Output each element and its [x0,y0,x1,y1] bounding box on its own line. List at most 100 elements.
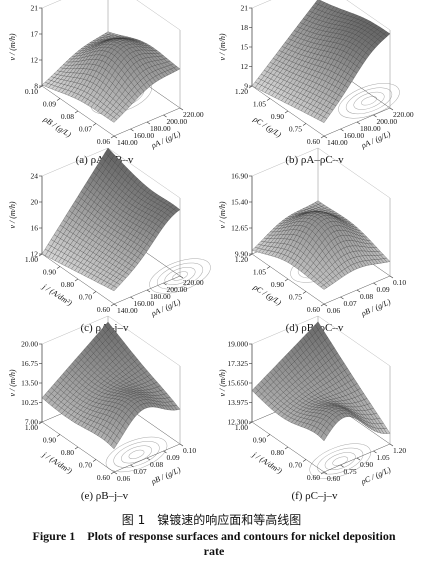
top-right-edge [346,0,391,31]
z-tick-label: 17.325 [227,359,248,368]
x-tick-label: 0.08 [360,292,373,301]
y-tick-label: 0.60 [307,305,320,314]
panel-caption-e: (e) ρB–j–v [80,490,129,502]
y-tick-label: 1.05 [253,268,266,277]
x-tick-label: 140.00 [117,138,138,147]
y-tick-mark [74,110,79,114]
x-tick-mark [373,450,377,454]
z-tick-label: 20 [31,198,39,207]
y-tick-label: 1.00 [235,423,248,432]
z-tick-label: 19.000 [227,340,248,349]
y-tick-label: 1.05 [253,100,266,109]
z-tick-label: 10.25 [21,398,38,407]
z-tick-label: 12 [241,62,249,71]
top-right-edge [107,315,181,367]
y-tick-mark [266,434,271,437]
x-tick-mark [356,121,361,125]
y-tick-mark [38,421,43,425]
x-tick-label: 0.09 [167,453,180,462]
y-tick-mark [284,110,289,114]
panel-b: 9 12 15 18 21 v / (m/h) 1.20 1.05 0.90 0.75 0.60 ρC… [212,0,417,174]
contour-line [317,447,364,475]
x-tick-label: 0.06 [327,306,340,315]
x-tick-label: 200.00 [167,285,188,294]
z-tick-label: 15.650 [227,379,248,388]
top-back-edge [41,0,62,9]
x-tick-mark [113,471,118,475]
x-tick-label: 160.00 [134,299,155,308]
y-tick-mark [74,446,79,450]
y-tick-label: 0.90 [271,280,284,289]
y-tick-label: 0.70 [289,461,302,470]
z-axis-label: v / (m/h) [8,33,17,60]
x-tick-mark [179,275,184,279]
x-tick-mark [146,457,151,461]
contour-line [121,445,152,464]
x-tick-mark [340,128,344,132]
x-tick-label: 220.00 [183,110,204,119]
y-tick-label: 0.70 [79,461,92,470]
top-back-edge [41,315,109,345]
x-tick-label: 0.60 [327,474,340,483]
top-right-edge [107,147,181,199]
x-tick-mark [113,303,118,307]
contour-line [345,87,393,115]
y-tick-label: 0.70 [79,293,92,302]
contour-line [353,91,385,110]
x-tick-label: 180.00 [150,292,171,301]
x-tick-label: 220.00 [393,110,414,119]
contour-line [338,83,400,119]
y-tick-label: 1.00 [25,423,38,432]
y-tick-mark [110,303,115,307]
z-axis-label: v / (m/h) [218,369,227,396]
y-tick-mark [110,135,115,139]
z-tick-label: 13.50 [21,379,38,388]
z-tick-label: 21 [241,4,249,13]
y-tick-label: 0.07 [79,125,92,134]
y-tick-label: 0.90 [43,268,56,277]
x-tick-mark [130,128,134,132]
surface-plot-d: 9.90 12.65 15.40 16.90 v / (m/h) 1.20 1.05 0.90… [218,147,406,319]
x-tick-mark [389,107,394,111]
y-tick-label: 0.75 [289,125,302,134]
y-tick-mark [92,123,97,126]
contour-line [164,267,196,285]
contour-line [309,443,371,479]
x-tick-mark [113,135,118,139]
z-axis-label: v / (m/h) [218,201,227,228]
top-back-edge [251,315,319,345]
x-tick-label: 0.07 [134,467,147,476]
z-tick-label: 13.975 [227,398,248,407]
top-back-edge [41,147,109,177]
top-back-edge [251,147,319,177]
y-tick-label: 0.75 [289,293,302,302]
y-tick-label: 0.90 [271,112,284,121]
y-tick-mark [56,434,61,437]
surface-cell [320,284,328,290]
x-tick-mark [373,282,377,286]
x-tick-mark [323,471,328,475]
top-right-edge [317,315,391,367]
x-tick-label: 0.90 [360,460,373,469]
y-tick-mark [302,291,307,294]
x-tick-label: 0.10 [393,278,406,287]
contour-line [128,449,145,460]
x-tick-mark [356,457,361,461]
y-tick-mark [320,471,325,475]
y-tick-mark [248,85,253,89]
surface-cell [110,440,118,450]
x-tick-mark [356,289,361,293]
y-tick-label: 0.90 [253,436,266,445]
y-tick-label: 0.60 [97,305,110,314]
y-tick-mark [320,135,325,139]
z-axis-label: v / (m/h) [218,33,227,60]
z-tick-label: 24 [31,172,39,181]
y-tick-mark [266,266,271,269]
contour-line [361,96,377,106]
panel-a: 8 12 17 21 v / (m/h) 0.10 0.09 0.08 0.07 0.06 ρB /… [2,0,207,174]
z-tick-label: 20.00 [21,340,38,349]
contour-line [149,258,211,294]
z-tick-label: 16.75 [21,359,38,368]
